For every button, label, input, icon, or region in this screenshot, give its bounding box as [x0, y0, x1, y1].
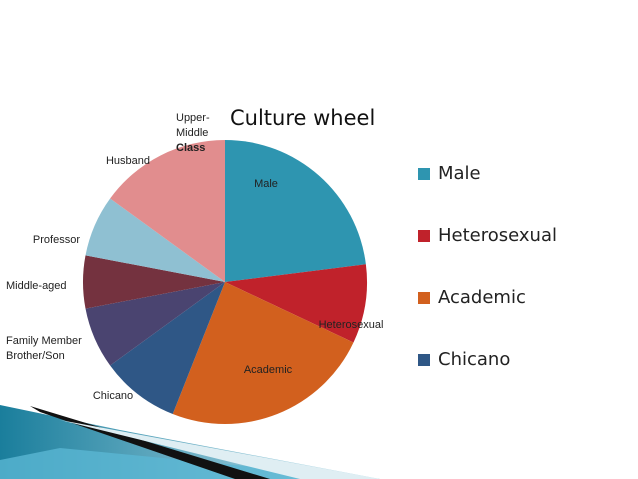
legend-swatch	[418, 292, 430, 304]
pie	[83, 140, 367, 424]
legend-label: Academic	[438, 287, 526, 308]
slice-label: Professor	[33, 234, 80, 246]
pie-slice	[225, 264, 367, 343]
slice-label: Upper-Middle Class	[176, 112, 210, 154]
slice-label: Middle-aged	[6, 280, 67, 292]
pie-slice	[85, 282, 225, 366]
pie-slice	[83, 255, 225, 309]
pie-slice	[225, 140, 366, 282]
legend-swatch	[418, 230, 430, 242]
decoration	[0, 405, 380, 479]
legend-label: Male	[438, 163, 481, 184]
chart-title: Culture wheel	[230, 106, 375, 130]
slice-label: Family Member Brother/Son	[6, 335, 82, 362]
legend-label: Chicano	[438, 349, 510, 370]
slice-label: Husband	[106, 155, 150, 167]
pie-slice	[110, 140, 225, 282]
legend: Male Heterosexual Academic Chicano	[418, 163, 557, 370]
slice-label: Academic	[244, 364, 293, 376]
pie-slice	[85, 198, 225, 282]
labels: Male Heterosexual Academic Chicano Family Me…	[6, 112, 383, 402]
slice-label: Male	[254, 178, 278, 190]
legend-swatch	[418, 168, 430, 180]
pie-slice	[172, 282, 354, 424]
legend-swatch	[418, 354, 430, 366]
slice-label: Chicano	[93, 390, 133, 402]
pie-slice	[110, 282, 225, 415]
slice-label: Heterosexual	[319, 319, 384, 331]
legend-label: Heterosexual	[438, 225, 557, 246]
